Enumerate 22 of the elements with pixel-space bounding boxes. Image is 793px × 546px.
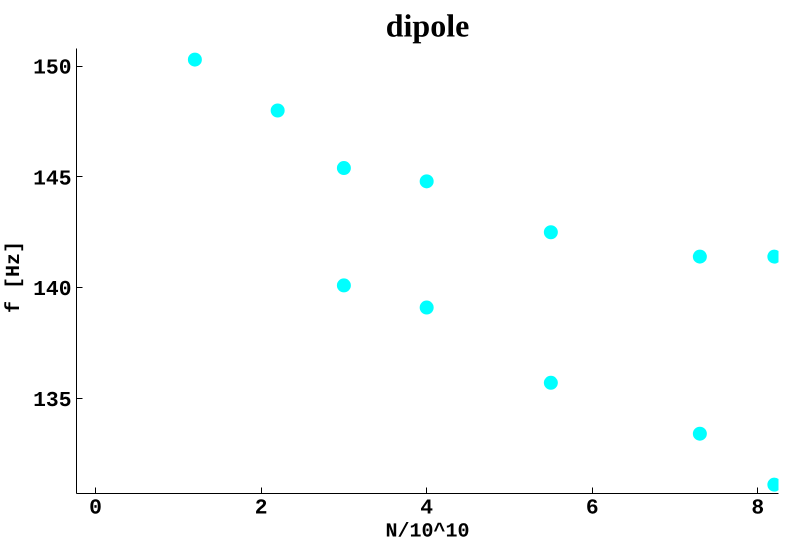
point <box>544 225 558 240</box>
point <box>692 426 707 441</box>
y-tick-label: 150 <box>33 56 72 81</box>
x-axis-title: N/10^10 <box>385 520 470 544</box>
point <box>420 300 434 315</box>
point <box>188 52 202 67</box>
point <box>336 161 351 176</box>
y-axis-title: f [Hz] <box>3 240 26 314</box>
point <box>692 250 707 264</box>
point <box>544 376 558 390</box>
y-tick-label: 145 <box>33 167 72 192</box>
point <box>270 104 285 118</box>
chart-title: dipole <box>386 8 470 44</box>
point <box>336 278 351 292</box>
point <box>420 174 434 188</box>
x-tick-label: 8 <box>751 496 764 520</box>
x-tick-label: 2 <box>254 496 268 520</box>
y-tick-label: 140 <box>33 278 72 302</box>
x-tick-label: 4 <box>420 496 434 520</box>
x-tick-label: 6 <box>586 496 599 520</box>
x-tick-label: 0 <box>89 496 102 520</box>
y-tick-label: 135 <box>33 388 72 413</box>
